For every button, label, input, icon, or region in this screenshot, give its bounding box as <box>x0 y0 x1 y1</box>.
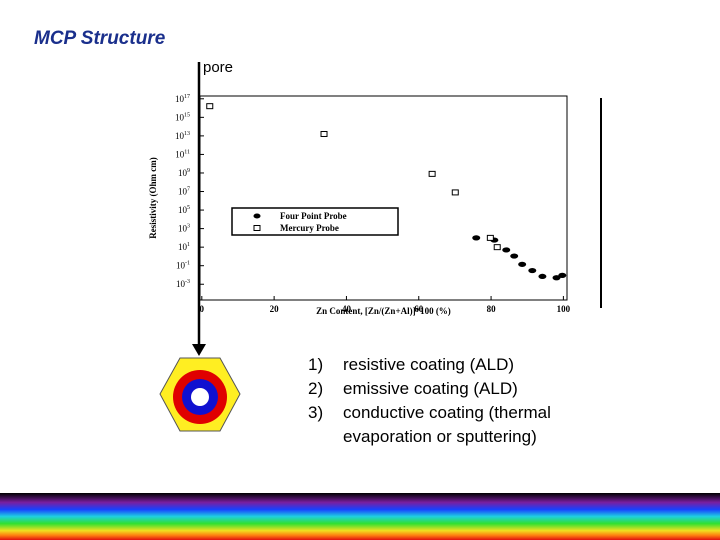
item-number: 3) <box>308 403 323 422</box>
y-tick-label: 101 <box>178 242 190 252</box>
y-tick-label: 1011 <box>175 149 190 159</box>
y-tick-label: 1015 <box>175 112 190 122</box>
point <box>493 244 501 251</box>
tick-base: 10 <box>178 224 188 234</box>
tick-exponent: -3 <box>185 279 190 285</box>
y-tick-label: 109 <box>178 168 190 178</box>
tick-exponent: 13 <box>184 131 190 137</box>
x-tick-label: 20 <box>270 304 280 314</box>
tick-exponent: 17 <box>184 94 190 100</box>
point <box>206 103 214 110</box>
item-number: 2) <box>308 379 323 398</box>
point <box>472 235 481 241</box>
tick-exponent: -1 <box>185 261 190 267</box>
point <box>552 275 561 281</box>
y-tick-label: 1017 <box>175 94 190 104</box>
y-tick-label: 107 <box>178 187 190 197</box>
tick-exponent: 11 <box>184 149 190 155</box>
point <box>528 267 537 274</box>
y-tick-label: 10-1 <box>176 261 190 271</box>
point <box>538 273 547 280</box>
tick-exponent: 7 <box>187 187 190 193</box>
item-number: 1) <box>308 355 323 374</box>
item-text: resistive coating (ALD) <box>343 355 514 374</box>
legend-marker <box>253 213 261 219</box>
pore-label: pore <box>203 59 233 76</box>
tick-base: 10 <box>175 112 185 122</box>
arrow-head <box>192 344 206 356</box>
pore <box>191 388 209 406</box>
tick-exponent: 9 <box>187 168 190 174</box>
x-tick-label: 0 <box>200 304 205 314</box>
chart: 10-310-110110310510710910111013101510170… <box>148 94 571 316</box>
legend-label: Mercury Probe <box>280 223 339 233</box>
tick-base: 10 <box>176 261 186 271</box>
point <box>510 253 519 259</box>
point <box>428 170 436 177</box>
tick-exponent: 3 <box>187 224 190 230</box>
item-text: conductive coating (thermal evaporation o… <box>343 403 551 446</box>
tick-base: 10 <box>175 131 185 141</box>
tick-base: 10 <box>178 168 188 178</box>
point <box>518 261 527 267</box>
item-text: emissive coating (ALD) <box>343 379 518 398</box>
x-tick-label: 80 <box>487 304 497 314</box>
y-tick-label: 1013 <box>175 131 190 141</box>
y-tick-label: 105 <box>178 205 190 215</box>
point <box>486 234 494 241</box>
legend-marker <box>253 225 261 231</box>
x-tick-label: 40 <box>342 304 352 314</box>
x-tick-label: 60 <box>414 304 424 314</box>
tick-exponent: 1 <box>187 242 190 248</box>
point <box>558 272 567 278</box>
y-tick-label: 10-3 <box>176 279 190 289</box>
y-tick-label: 103 <box>178 224 190 234</box>
footer-band <box>0 493 720 540</box>
plot-frame <box>199 95 568 301</box>
tick-base: 10 <box>178 205 188 215</box>
point <box>320 130 328 137</box>
x-tick-label: 100 <box>557 304 571 314</box>
y-axis-label: Resistivity (Ohm cm) <box>148 157 158 238</box>
list: 1) resistive coating (ALD) 2) emissive c… <box>308 355 551 446</box>
tick-base: 10 <box>176 279 186 289</box>
tick-base: 10 <box>175 149 185 159</box>
tick-exponent: 5 <box>187 205 190 211</box>
point <box>502 247 511 253</box>
tick-base: 10 <box>175 94 185 104</box>
point <box>451 189 459 196</box>
slide-title: MCP Structure <box>34 28 166 49</box>
tick-exponent: 15 <box>184 112 190 118</box>
tick-base: 10 <box>178 242 188 252</box>
page-number: 6 <box>694 484 699 494</box>
tick-base: 10 <box>178 187 188 197</box>
legend-label: Four Point Probe <box>280 211 347 221</box>
x-axis-label: Zn Content, [Zn/(Zn+Al)]*100 (%) <box>316 306 451 316</box>
